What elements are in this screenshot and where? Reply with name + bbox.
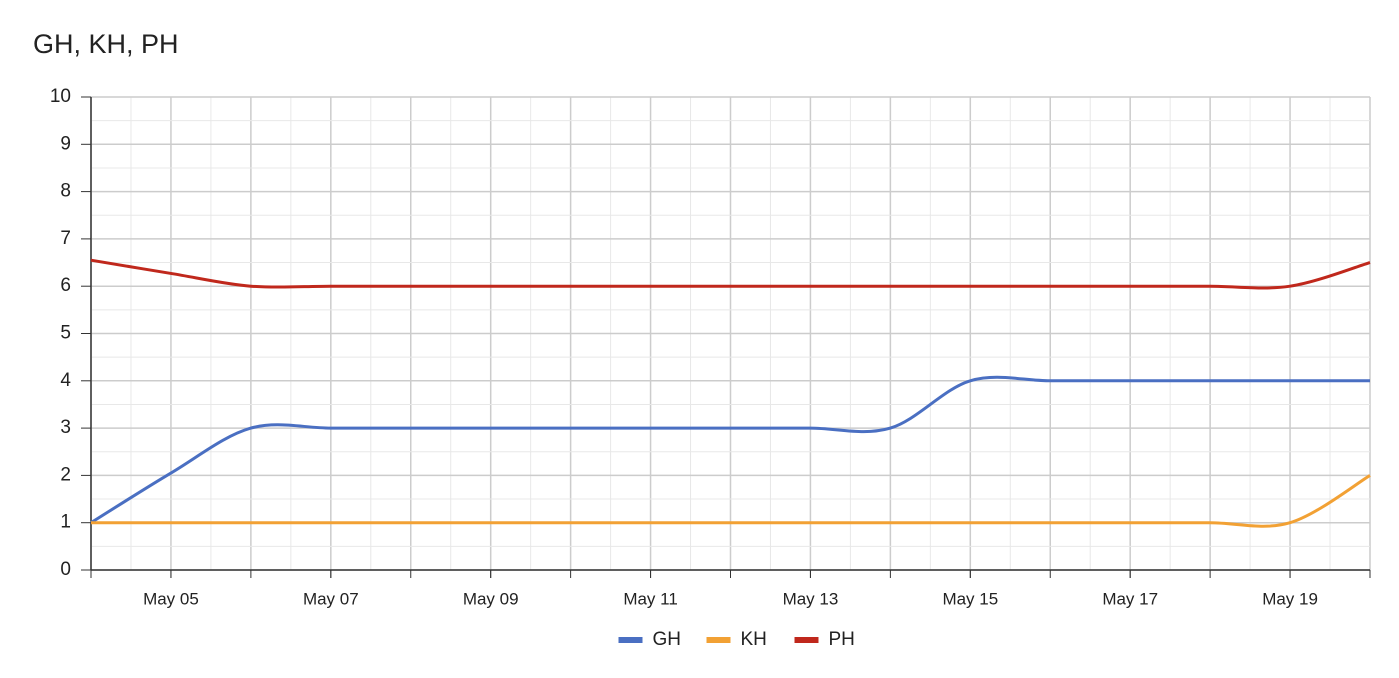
x-tick-label: May 17 <box>1102 589 1158 608</box>
y-tick-label: 0 <box>60 559 71 580</box>
x-tick-label: May 09 <box>463 589 519 608</box>
x-tick-label: May 11 <box>623 589 678 608</box>
y-tick-label: 8 <box>60 181 71 202</box>
legend-swatch <box>706 637 731 643</box>
y-tick-label: 3 <box>60 417 71 438</box>
legend-label: GH <box>653 629 682 650</box>
y-tick-label: 2 <box>60 464 71 485</box>
y-tick-label: 4 <box>60 370 71 391</box>
x-tick-label: May 13 <box>783 589 839 608</box>
x-tick-label: May 19 <box>1262 589 1318 608</box>
line-series <box>90 474 1371 528</box>
x-tick-label: May 15 <box>942 589 998 608</box>
legend-label: PH <box>829 629 855 650</box>
y-tick-label: 9 <box>60 133 71 154</box>
y-tick-label: 6 <box>60 275 71 296</box>
line-series <box>90 258 1371 290</box>
chart-title: GH, KH, PH <box>33 29 179 59</box>
y-tick-label: 10 <box>50 86 71 107</box>
legend-swatch <box>618 637 643 643</box>
y-tick-label: 1 <box>60 512 71 533</box>
x-tick-label: May 07 <box>303 589 359 608</box>
y-tick-label: 5 <box>60 323 71 344</box>
y-tick-label: 7 <box>60 228 71 249</box>
x-tick-label: May 05 <box>143 589 199 608</box>
line-series <box>90 375 1370 524</box>
legend-swatch <box>794 637 819 643</box>
legend-label: KH <box>741 629 767 650</box>
